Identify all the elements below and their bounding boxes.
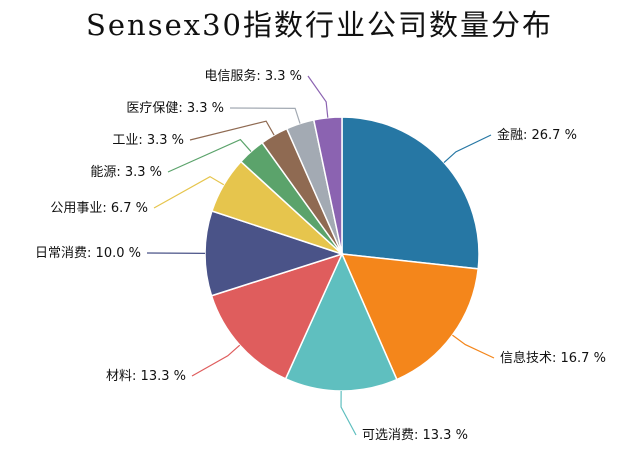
slice-label-4: 材料: 13.3 % bbox=[106, 369, 186, 384]
pie-slice-5 bbox=[204, 210, 345, 297]
pie-slice-3 bbox=[284, 252, 398, 392]
slice-label-10: 电信服务: 3.3 % bbox=[204, 68, 302, 84]
slice-label-2: 信息技术: 16.7 % bbox=[500, 350, 606, 366]
leader-line-2 bbox=[452, 334, 495, 359]
leader-line-10 bbox=[307, 75, 329, 118]
pie-slice-4 bbox=[210, 252, 344, 380]
leader-line-6 bbox=[153, 175, 225, 209]
slice-label-9: 医疗保健: 3.3 % bbox=[126, 101, 224, 116]
slice-label-5: 日常消费: 10.0 % bbox=[35, 246, 141, 261]
slice-label-8: 工业: 3.3 % bbox=[112, 133, 184, 148]
leader-line-1 bbox=[443, 134, 492, 163]
slice-label-6: 公用事业: 6.7 % bbox=[50, 201, 148, 216]
slice-label-7: 能源: 3.3 % bbox=[90, 165, 162, 180]
leader-line-7 bbox=[167, 138, 252, 173]
leader-line-9 bbox=[229, 107, 301, 124]
leader-line-8 bbox=[189, 120, 275, 141]
pie-slice-1 bbox=[341, 116, 480, 270]
slice-label-3: 可选消费: 13.3 % bbox=[362, 428, 468, 443]
leader-line-3 bbox=[340, 390, 357, 436]
pie-slice-2 bbox=[340, 253, 480, 381]
chart-title: Sensex30指数行业公司数量分布 bbox=[85, 8, 553, 42]
slice-label-1: 金融: 26.7 % bbox=[497, 127, 577, 143]
leader-line-4 bbox=[191, 344, 241, 377]
